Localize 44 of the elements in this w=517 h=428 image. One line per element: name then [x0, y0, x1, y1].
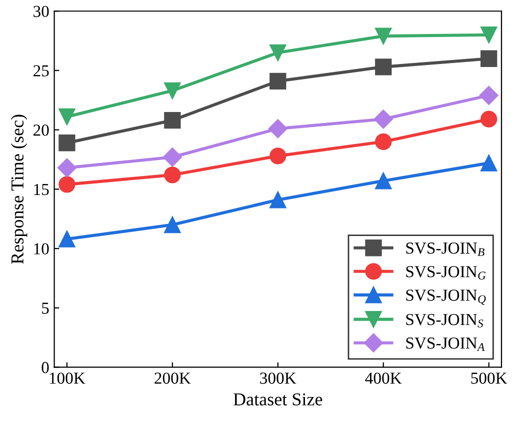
point — [268, 119, 288, 138]
point — [58, 230, 76, 248]
point — [480, 154, 498, 172]
point — [375, 172, 392, 190]
point — [480, 26, 498, 44]
x-tick-label: 400K — [365, 372, 402, 384]
legend-label: SVS-JOIN$_{Q}$ — [406, 290, 486, 305]
y-tick-label: 30 — [34, 6, 49, 18]
y-tick-label: 10 — [34, 243, 49, 254]
x-axis-title: Dataset Size — [234, 393, 322, 406]
y-tick-label: 5 — [42, 302, 49, 314]
point — [164, 82, 181, 99]
point — [270, 72, 286, 90]
point — [164, 112, 181, 129]
y-axis-title: Response Time (sec) — [10, 114, 28, 264]
point — [57, 158, 76, 178]
point — [480, 50, 498, 67]
point — [375, 58, 392, 76]
x-tick-label: 500K — [471, 372, 508, 384]
point — [270, 148, 286, 164]
point — [270, 192, 286, 208]
legend-label: SVS-JOIN$_{B}$ — [406, 242, 484, 256]
point — [480, 110, 498, 128]
y-tick-label: 15 — [34, 184, 49, 196]
x-tick-label: 100K — [50, 372, 86, 384]
legend-label: SVS-JOIN$_{A}$ — [406, 338, 485, 351]
point — [164, 166, 181, 184]
x-tick-label: 300K — [260, 372, 296, 384]
point — [58, 134, 76, 152]
point — [270, 44, 286, 62]
y-tick-label: 25 — [33, 65, 49, 76]
y-tick-label: 0 — [42, 362, 49, 374]
point — [479, 86, 498, 105]
point — [375, 28, 392, 44]
legend-label: SVS-JOIN$_{S}$ — [406, 314, 484, 328]
point — [374, 110, 393, 129]
point — [162, 148, 182, 167]
y-tick-label: 20 — [33, 124, 49, 136]
x-tick-label: 200K — [154, 372, 191, 384]
point — [58, 176, 76, 193]
point — [375, 133, 392, 150]
legend-label: SVS-JOIN$_{G}$ — [406, 266, 486, 280]
point — [58, 108, 76, 126]
point — [164, 216, 181, 234]
